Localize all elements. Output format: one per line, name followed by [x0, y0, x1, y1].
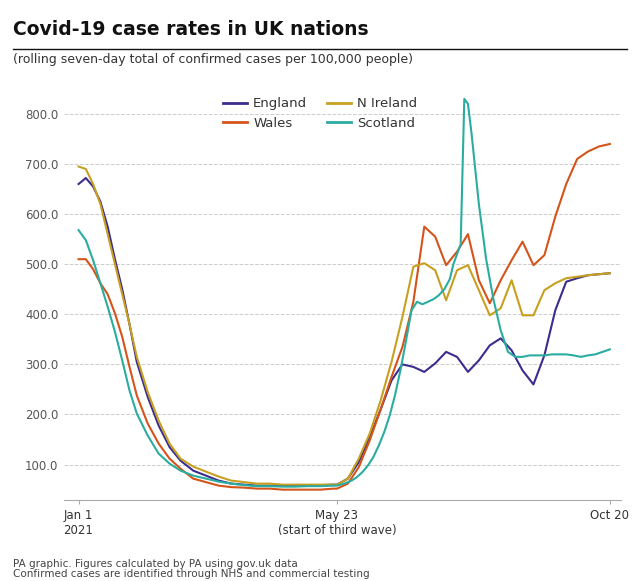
Text: Covid-19 case rates in UK nations: Covid-19 case rates in UK nations: [13, 20, 369, 40]
Legend: England, Wales, N Ireland, Scotland: England, Wales, N Ireland, Scotland: [218, 92, 423, 135]
Text: (rolling seven-day total of confirmed cases per 100,000 people): (rolling seven-day total of confirmed ca…: [13, 53, 413, 66]
Text: PA graphic. Figures calculated by PA using gov.uk data: PA graphic. Figures calculated by PA usi…: [13, 559, 298, 569]
Text: Confirmed cases are identified through NHS and commercial testing: Confirmed cases are identified through N…: [13, 569, 369, 579]
